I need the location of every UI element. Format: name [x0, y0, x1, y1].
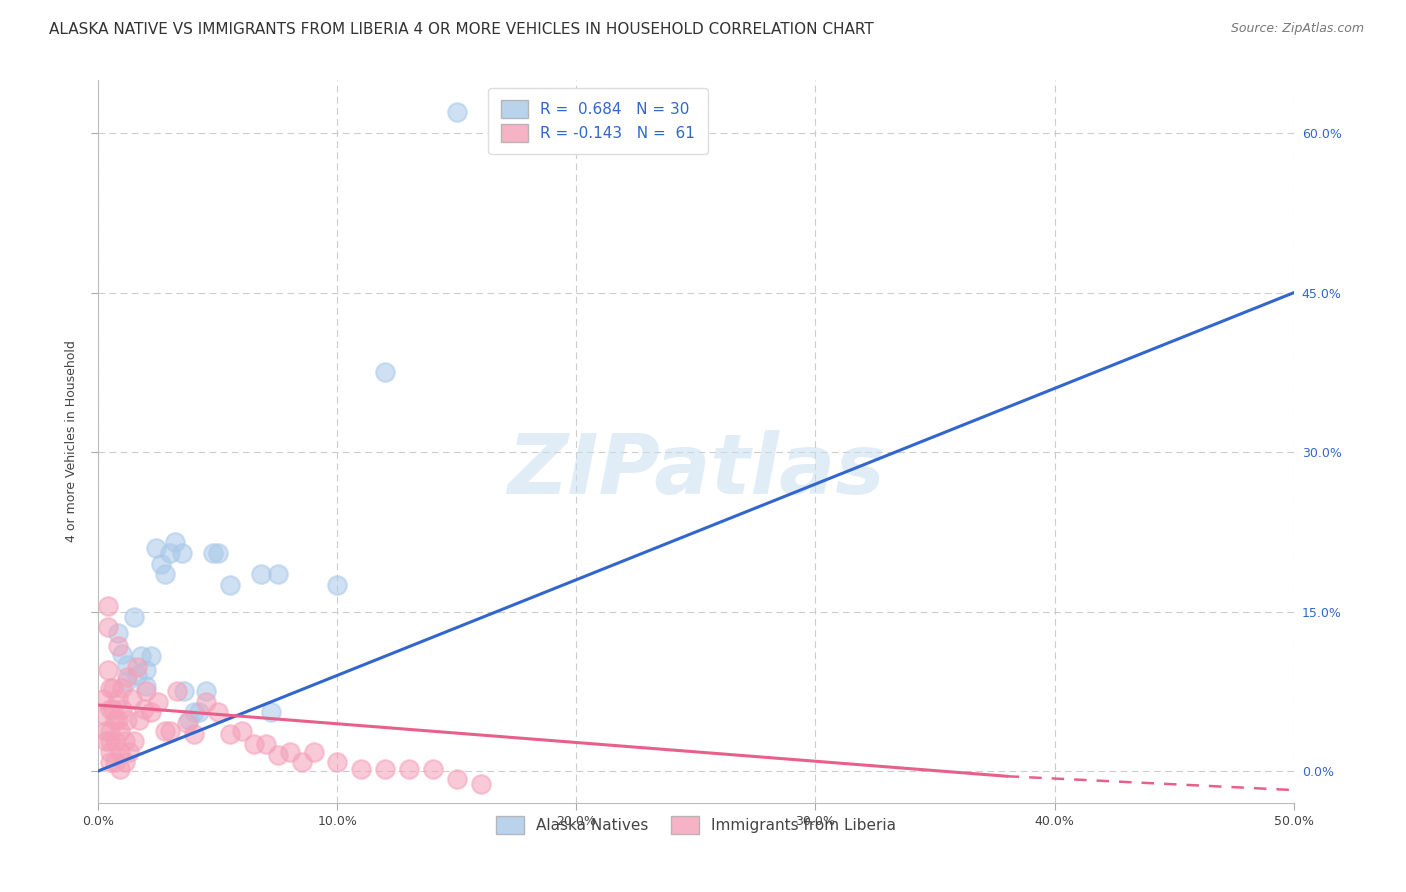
- Point: [107, 639, 129, 653]
- Point: [207, 706, 229, 720]
- Point: [121, 691, 143, 706]
- Point: [128, 713, 150, 727]
- Point: [173, 684, 195, 698]
- Point: [115, 673, 138, 688]
- Point: [326, 578, 349, 592]
- Point: [374, 366, 396, 380]
- Point: [243, 737, 266, 751]
- Point: [470, 777, 492, 791]
- Point: [446, 772, 468, 787]
- Point: [145, 541, 167, 555]
- Point: [107, 691, 129, 706]
- Point: [124, 610, 146, 624]
- Point: [148, 695, 170, 709]
- Point: [115, 670, 138, 684]
- Point: [131, 649, 153, 664]
- Point: [135, 663, 157, 677]
- Point: [115, 713, 138, 727]
- Point: [183, 727, 205, 741]
- Point: [115, 657, 138, 672]
- Point: [179, 713, 201, 727]
- Text: Source: ZipAtlas.com: Source: ZipAtlas.com: [1230, 22, 1364, 36]
- Point: [125, 668, 148, 682]
- Point: [219, 727, 242, 741]
- Point: [104, 734, 127, 748]
- Point: [195, 695, 218, 709]
- Point: [172, 546, 194, 560]
- Point: [202, 546, 225, 560]
- Point: [104, 713, 127, 727]
- Point: [108, 745, 131, 759]
- Point: [98, 734, 122, 748]
- Point: [98, 702, 122, 716]
- Point: [398, 762, 420, 776]
- Point: [98, 681, 122, 695]
- Point: [97, 620, 120, 634]
- Legend: Alaska Natives, Immigrants from Liberia: Alaska Natives, Immigrants from Liberia: [484, 804, 908, 846]
- Point: [108, 723, 131, 738]
- Point: [94, 723, 117, 738]
- Point: [254, 737, 277, 751]
- Point: [163, 535, 186, 549]
- Point: [118, 745, 141, 759]
- Point: [139, 706, 162, 720]
- Point: [135, 679, 157, 693]
- Point: [155, 567, 177, 582]
- Point: [207, 546, 229, 560]
- Point: [219, 578, 242, 592]
- Y-axis label: 4 or more Vehicles in Household: 4 or more Vehicles in Household: [65, 341, 77, 542]
- Point: [125, 660, 148, 674]
- Point: [98, 745, 122, 759]
- Point: [98, 723, 122, 738]
- Point: [259, 706, 281, 720]
- Point: [374, 762, 396, 776]
- Point: [111, 647, 134, 661]
- Text: ZIPatlas: ZIPatlas: [508, 430, 884, 511]
- Point: [267, 567, 290, 582]
- Point: [302, 745, 325, 759]
- Point: [97, 599, 120, 614]
- Point: [139, 649, 162, 664]
- Point: [267, 747, 290, 762]
- Point: [108, 762, 131, 776]
- Point: [159, 546, 181, 560]
- Point: [166, 684, 188, 698]
- Point: [132, 702, 155, 716]
- Point: [176, 716, 198, 731]
- Point: [107, 713, 129, 727]
- Point: [101, 702, 124, 716]
- Text: ALASKA NATIVE VS IMMIGRANTS FROM LIBERIA 4 OR MORE VEHICLES IN HOUSEHOLD CORRELA: ALASKA NATIVE VS IMMIGRANTS FROM LIBERIA…: [49, 22, 875, 37]
- Point: [124, 734, 146, 748]
- Point: [250, 567, 273, 582]
- Point: [422, 762, 444, 776]
- Point: [155, 723, 177, 738]
- Point: [114, 734, 136, 748]
- Point: [104, 756, 127, 770]
- Point: [111, 702, 134, 716]
- Point: [159, 723, 181, 738]
- Point: [101, 681, 124, 695]
- Point: [278, 745, 301, 759]
- Point: [183, 706, 205, 720]
- Point: [350, 762, 373, 776]
- Point: [114, 756, 136, 770]
- Point: [91, 691, 114, 706]
- Point: [94, 708, 117, 723]
- Point: [149, 557, 172, 571]
- Point: [94, 734, 117, 748]
- Point: [97, 663, 120, 677]
- Point: [326, 756, 349, 770]
- Point: [195, 684, 218, 698]
- Point: [98, 756, 122, 770]
- Point: [135, 684, 157, 698]
- Point: [291, 756, 314, 770]
- Point: [446, 105, 468, 120]
- Point: [187, 706, 209, 720]
- Point: [231, 723, 253, 738]
- Point: [107, 625, 129, 640]
- Point: [111, 681, 134, 695]
